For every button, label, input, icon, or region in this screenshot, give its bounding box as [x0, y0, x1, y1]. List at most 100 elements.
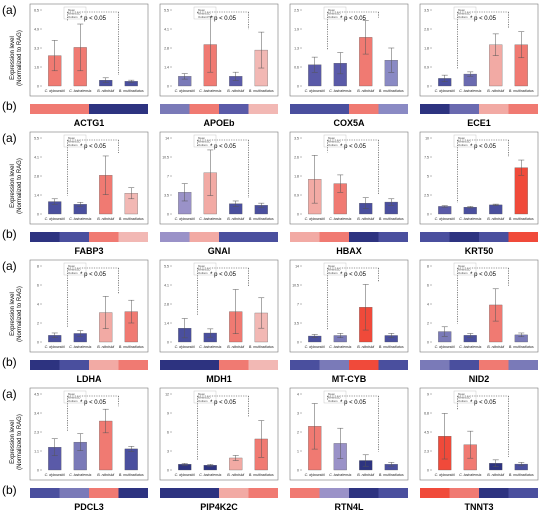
x-tick-label: C. dybowskii — [435, 473, 455, 477]
y-tick-label: 0 — [37, 469, 39, 473]
x-tick-label: C. baicalensis — [459, 217, 482, 221]
legend-entry: Mean — [198, 136, 205, 140]
significance-label: * p < 0.05 — [210, 400, 237, 406]
legend-entry: Mean — [458, 136, 465, 140]
x-tick-label: B. multiradiatus — [509, 217, 534, 221]
legend-entry: Mean — [328, 264, 335, 268]
x-tick-label: C. baicalensis — [69, 473, 92, 477]
y-tick-label: 10.5 — [162, 156, 169, 160]
heatmap-cell — [160, 488, 190, 498]
heatmap-cell — [508, 360, 538, 370]
y-tick-label: 1.9 — [294, 28, 299, 32]
gene-label: GNAI — [208, 246, 231, 256]
y-tick-label: 14 — [165, 137, 169, 141]
legend-entry: Outliers — [328, 271, 338, 275]
legend-entry: Outliers — [328, 399, 338, 403]
legend-entry: Mean±SD — [68, 140, 80, 144]
x-tick-label: C. baicalensis — [459, 345, 482, 349]
row-label-a: (a) — [2, 387, 17, 401]
y-axis-title-line2: (Normalized to RAG) — [17, 286, 23, 342]
heatmap-cell — [30, 104, 60, 114]
heatmap-cell — [89, 232, 119, 242]
y-axis-title-line2: (Normalized to RAG) — [17, 30, 23, 86]
legend — [63, 6, 87, 20]
heatmap-cell — [449, 488, 479, 498]
x-tick-label: C. dybowskii — [305, 345, 325, 349]
significance-label: * p < 0.05 — [340, 400, 367, 406]
legend-entry: Outliers — [68, 399, 78, 403]
heatmap-cell — [118, 360, 148, 370]
heatmap-cell — [89, 360, 119, 370]
heatmap-cell — [349, 104, 379, 114]
x-tick-label: B. nikolskii — [227, 473, 244, 477]
significance-label: * p < 0.05 — [470, 400, 497, 406]
legend-entry: Outliers — [198, 15, 208, 19]
heatmap-cell — [420, 104, 450, 114]
y-tick-label: 10.5 — [292, 284, 299, 288]
bar — [124, 448, 138, 471]
heatmap-cell — [219, 488, 249, 498]
x-tick-label: C. dybowskii — [45, 473, 65, 477]
y-tick-label: 3.5 — [294, 137, 299, 141]
legend-entry: Mean±SD — [198, 268, 210, 272]
legend-entry: Outliers — [458, 143, 468, 147]
x-tick-label: C. dybowskii — [175, 345, 195, 349]
x-tick-label: C. dybowskii — [45, 345, 65, 349]
gene-label: COX5A — [333, 118, 365, 128]
y-tick-label: 8 — [37, 265, 39, 269]
x-tick-label: C. baicalensis — [329, 345, 352, 349]
y-tick-label: 5.5 — [164, 9, 169, 13]
y-tick-label: 6 — [37, 284, 39, 288]
y-axis-title-line1: Expression level — [10, 292, 16, 336]
y-axis-title-line1: Expression level — [10, 164, 16, 208]
x-tick-label: C. baicalensis — [329, 89, 352, 93]
y-tick-label: 2.5 — [424, 194, 429, 198]
y-tick-label: 0 — [167, 469, 169, 473]
heatmap-cell — [349, 360, 379, 370]
bar — [489, 204, 503, 215]
heatmap-cell — [508, 232, 538, 242]
heatmap-cell — [59, 488, 89, 498]
x-tick-label: C. dybowskii — [305, 217, 325, 221]
legend-entry: Mean — [68, 392, 75, 396]
y-tick-label: 4.9 — [34, 28, 39, 32]
legend — [323, 6, 347, 20]
x-tick-label: B. nikolskii — [97, 473, 114, 477]
y-tick-label: 0 — [167, 213, 169, 217]
heatmap-cell — [290, 104, 320, 114]
heatmap-cell — [319, 488, 349, 498]
y-tick-label: 12 — [165, 393, 169, 397]
heatmap-cell — [479, 104, 509, 114]
legend — [453, 134, 477, 148]
heatmap-cell — [89, 104, 119, 114]
x-tick-label: B. nikolskii — [357, 345, 374, 349]
heatmap-cell — [449, 360, 479, 370]
heatmap-cell — [319, 232, 349, 242]
heatmap-cell — [479, 232, 509, 242]
y-axis-title: Expression level (Normalized to RAG) — [10, 414, 23, 470]
legend — [193, 262, 217, 276]
gene-label: FABP3 — [74, 246, 103, 256]
x-tick-label: B. nikolskii — [357, 89, 374, 93]
x-tick-label: B. nikolskii — [487, 345, 504, 349]
x-tick-label: C. baicalensis — [199, 473, 222, 477]
heatmap-cell — [89, 488, 119, 498]
heatmap-cell — [118, 104, 148, 114]
heatmap-cell — [420, 488, 450, 498]
x-tick-label: C. dybowskii — [45, 89, 65, 93]
gene-label: ECE1 — [467, 118, 491, 128]
y-tick-label: 4 — [297, 393, 299, 397]
legend — [323, 134, 347, 148]
heatmap-cell — [189, 232, 219, 242]
legend-entry: Mean±SD — [198, 140, 210, 144]
x-tick-label: C. dybowskii — [435, 345, 455, 349]
x-tick-label: C. baicalensis — [69, 217, 92, 221]
y-tick-label: 2.3 — [424, 450, 429, 454]
heatmap-cell — [59, 232, 89, 242]
